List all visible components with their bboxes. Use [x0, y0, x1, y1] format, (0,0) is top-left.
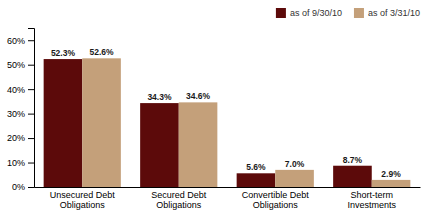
data-label: 7.0% — [285, 159, 305, 169]
axis-line — [35, 187, 421, 188]
tick-label-line: Investments — [347, 200, 396, 210]
tick-label-line: Obligations — [253, 200, 299, 210]
tick-label: 0% — [12, 182, 25, 192]
data-label: 52.6% — [89, 47, 114, 57]
data-label: 8.7% — [343, 155, 363, 165]
bar — [237, 173, 276, 187]
tick: Convertible DebtObligations — [242, 190, 310, 210]
legend-item: as of 3/31/10 — [354, 8, 420, 18]
tick-label: 30% — [7, 109, 25, 119]
tick: 30% — [7, 109, 34, 119]
tick-label-line: Unsecured Debt — [50, 190, 116, 200]
tick-label-line: Convertible Debt — [242, 190, 310, 200]
legend-swatch — [276, 8, 286, 18]
tick-mark — [28, 138, 34, 139]
tick: 0% — [12, 182, 34, 192]
tick-label: 50% — [7, 60, 25, 70]
bar — [82, 58, 121, 187]
legend-swatch — [354, 8, 364, 18]
tick-label: 20% — [7, 133, 25, 143]
bar — [140, 103, 179, 187]
plot: 52.3% 34.3% 5.6% 8.7% 52.6% 34.6% 7.0% 2.9% 0% 10… — [7, 29, 421, 211]
y-axis: 0% 10% 20% 30% 40% 50% 60% — [7, 29, 35, 193]
tick: 60% — [7, 36, 34, 46]
tick-label-line: Obligations — [156, 200, 202, 210]
data-labels: 52.3% 34.3% 5.6% 8.7% 52.6% 34.6% 7.0% 2.9% — [51, 47, 401, 179]
legend-label: as of 3/31/10 — [368, 8, 420, 18]
data-label: 52.3% — [51, 48, 76, 58]
tick-label: 10% — [7, 158, 25, 168]
bar — [372, 180, 411, 187]
tick: 10% — [7, 158, 34, 168]
bar-series — [44, 59, 372, 187]
tick-label-line: Obligations — [60, 200, 106, 210]
legend: as of 9/30/10 as of 3/31/10 — [276, 8, 420, 18]
data-label: 5.6% — [246, 162, 266, 172]
tick: Short-termInvestments — [347, 190, 396, 210]
tick: 20% — [7, 133, 34, 143]
chart: 52.3% 34.3% 5.6% 8.7% 52.6% 34.6% 7.0% 2.9% 0% 10… — [0, 0, 430, 221]
tick-label: Short-termInvestments — [347, 190, 396, 210]
tick-mark — [28, 65, 34, 66]
data-label: 2.9% — [381, 169, 401, 179]
bar — [44, 59, 83, 187]
tick: Secured DebtObligations — [151, 190, 207, 210]
bar — [275, 170, 314, 187]
bars — [44, 58, 411, 187]
tick-label: Convertible DebtObligations — [242, 190, 310, 210]
bar-series — [82, 58, 410, 187]
data-label: 34.6% — [186, 91, 211, 101]
tick-mark — [28, 40, 34, 41]
tick-label-line: Short-term — [350, 190, 393, 200]
legend-item: as of 9/30/10 — [276, 8, 342, 18]
tick-label: 60% — [7, 36, 25, 46]
tick: 40% — [7, 85, 34, 95]
axis-line — [28, 29, 35, 188]
tick: Unsecured DebtObligations — [50, 190, 116, 210]
tick-label: Secured DebtObligations — [151, 190, 207, 210]
tick-mark — [28, 114, 34, 115]
tick-label: 40% — [7, 85, 25, 95]
tick-label: Unsecured DebtObligations — [50, 190, 116, 210]
tick: 50% — [7, 60, 34, 70]
bar — [179, 102, 218, 187]
tick-mark — [28, 89, 34, 90]
bar — [333, 166, 372, 187]
tick-mark — [28, 163, 34, 164]
legend-label: as of 9/30/10 — [290, 8, 342, 18]
x-axis: Unsecured DebtObligationsSecured DebtObl… — [35, 188, 421, 211]
data-label: 34.3% — [147, 92, 172, 102]
tick-label-line: Secured Debt — [151, 190, 207, 200]
tick-mark — [28, 187, 34, 188]
